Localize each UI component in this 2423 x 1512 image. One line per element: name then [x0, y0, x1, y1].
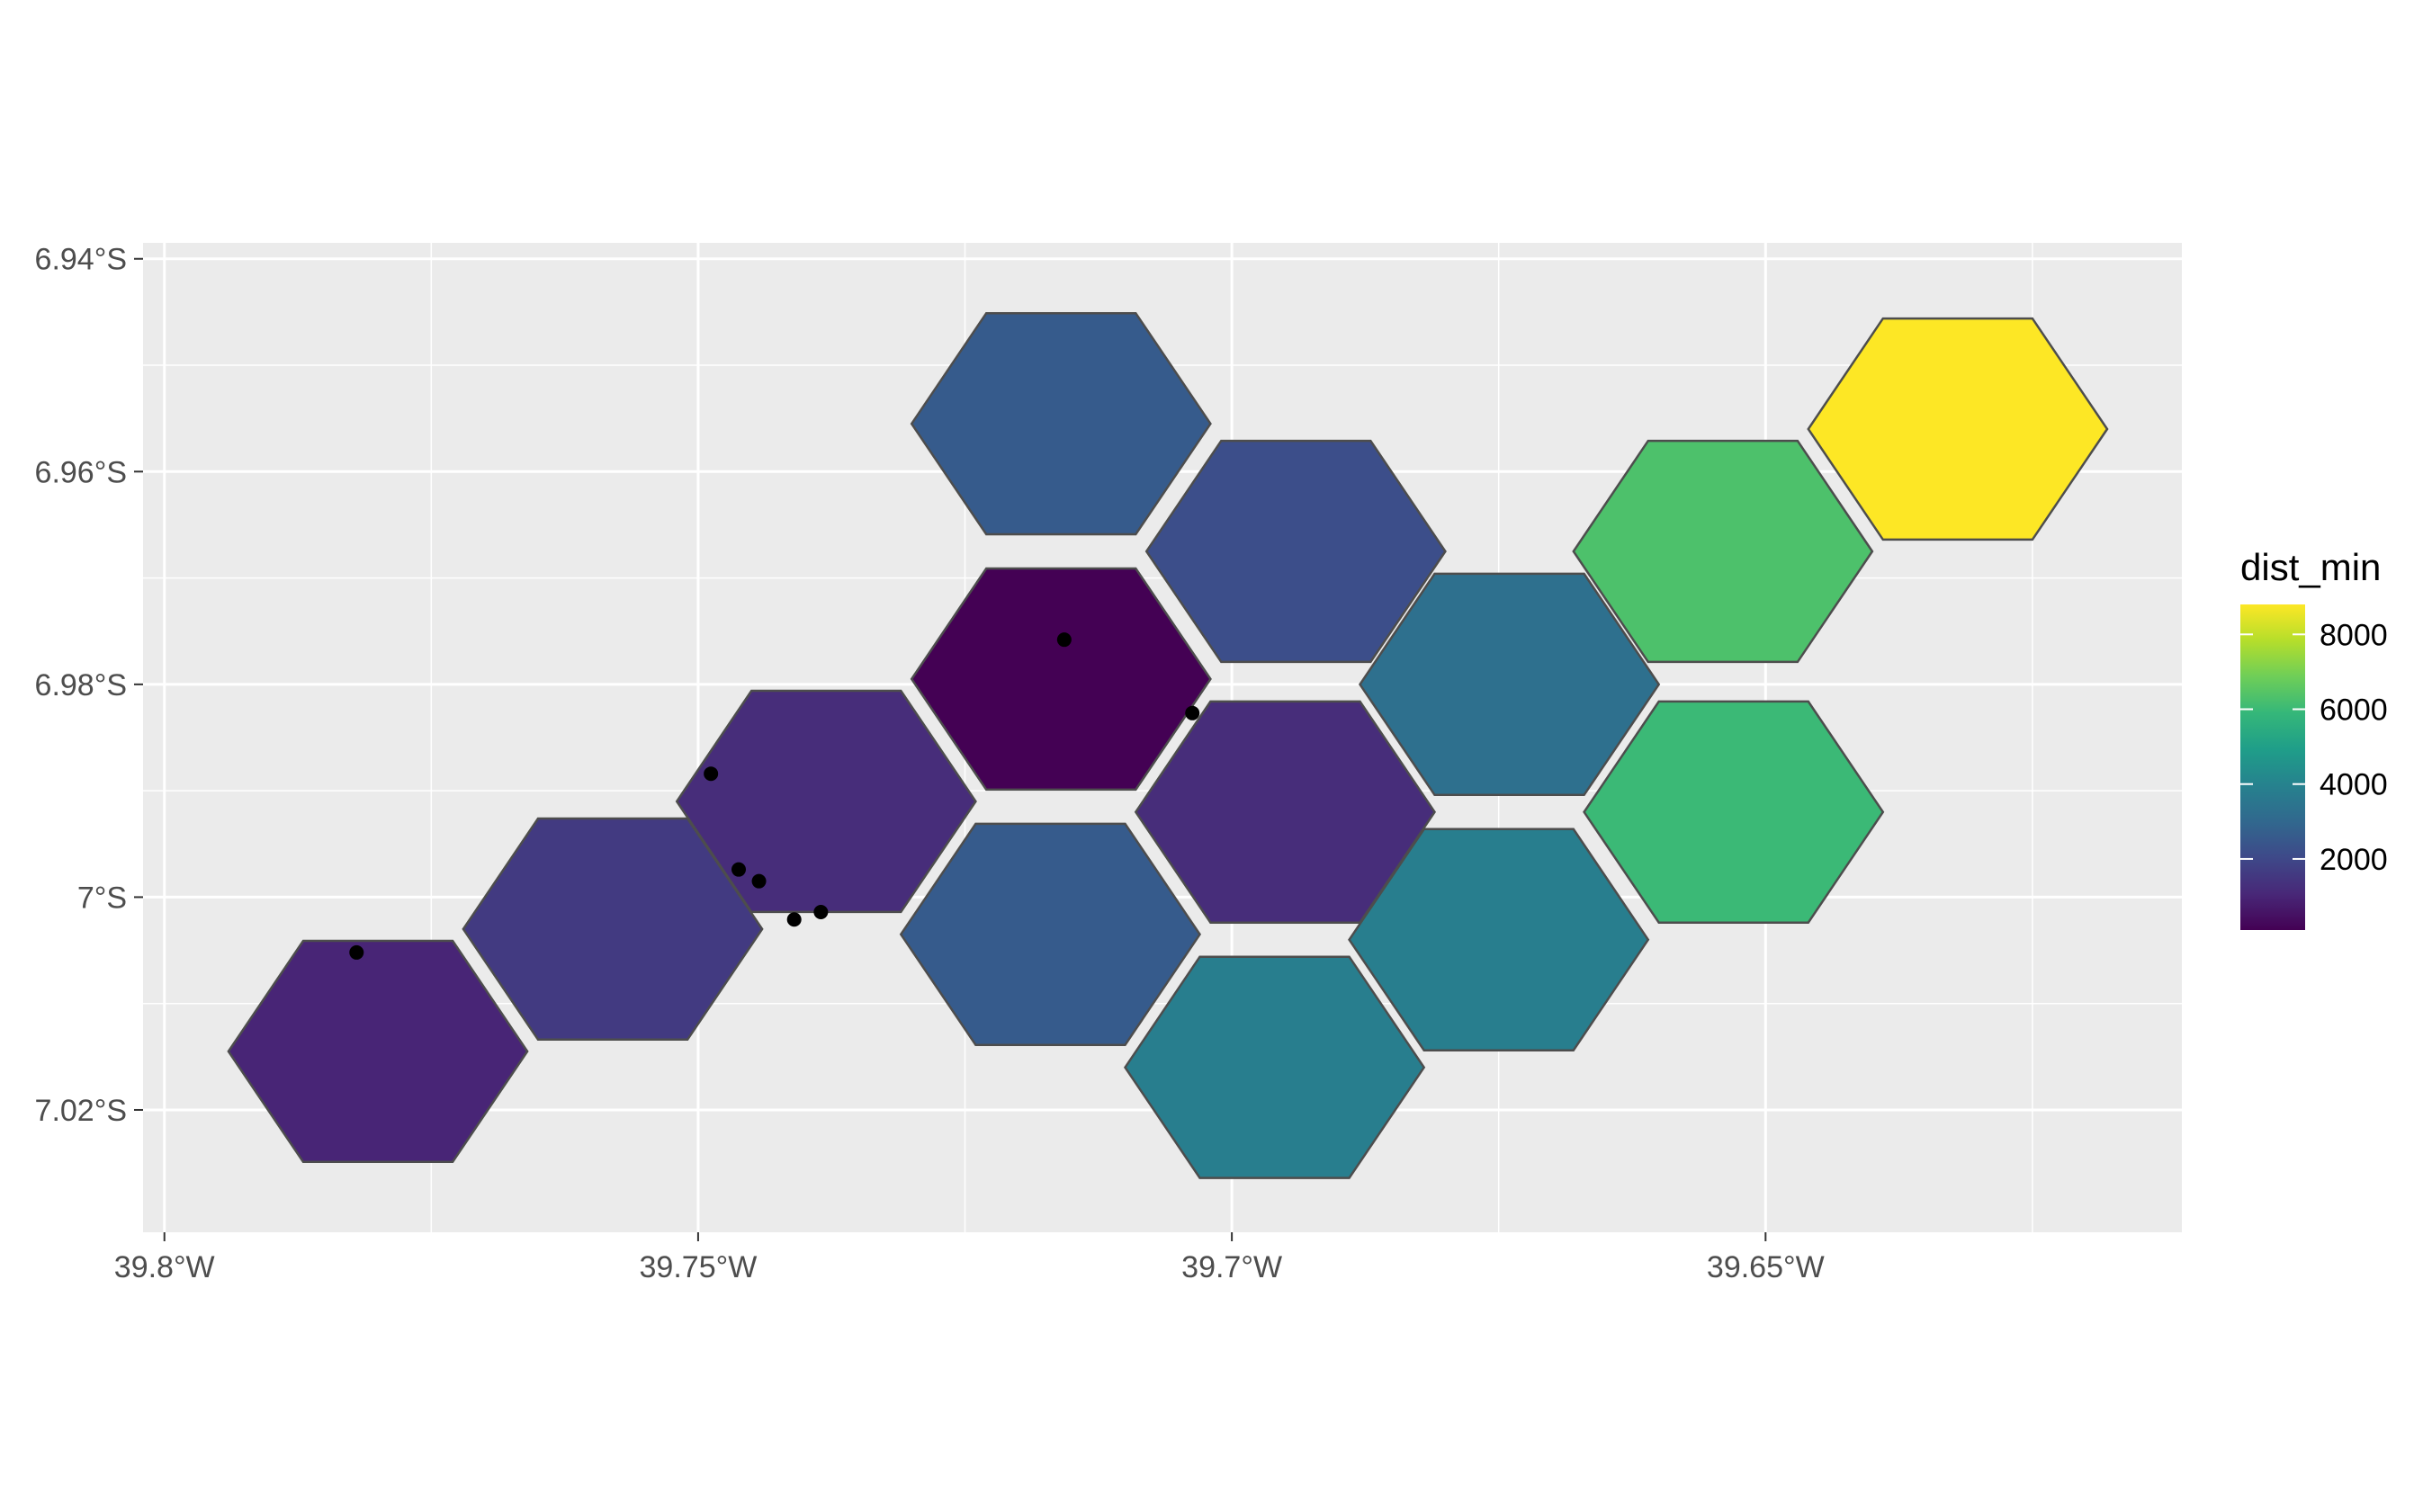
legend-break-label: 4000	[2320, 768, 2388, 802]
hexagon-cell	[1572, 439, 1874, 664]
x-tick-label: 39.8°W	[114, 1250, 215, 1284]
y-tick-label: 6.94°S	[35, 243, 127, 277]
y-tick-label: 7.02°S	[35, 1094, 127, 1128]
legend-colorbar	[2240, 604, 2305, 930]
hexagon-cell	[675, 689, 977, 914]
location-point	[1056, 632, 1072, 648]
point-layer	[349, 632, 1200, 960]
legend-title: dist_min	[2240, 546, 2381, 588]
location-point	[786, 912, 802, 927]
hexagon-cell	[227, 939, 529, 1164]
hexagon-cell	[1583, 700, 1885, 924]
hexagon-cell	[1358, 572, 1661, 797]
hexagon-cell	[910, 311, 1212, 536]
y-tick-label: 6.98°S	[35, 668, 127, 702]
legend-breaks: 2000 4000 6000 8000	[2240, 618, 2388, 877]
hexagon-layer	[227, 311, 2109, 1179]
legend-break-label: 8000	[2320, 618, 2388, 652]
legend: dist_min 2000 4000 6000 8000	[2240, 546, 2388, 930]
location-point	[813, 904, 829, 919]
y-tick-label: 7°S	[77, 881, 127, 915]
hexagon-cell	[910, 567, 1212, 792]
location-point	[751, 873, 767, 889]
hexagon-cell	[1348, 828, 1650, 1051]
legend-break-label: 6000	[2320, 693, 2388, 728]
location-point	[731, 862, 747, 877]
hexagon-cell	[899, 822, 1202, 1046]
location-point	[1185, 705, 1200, 720]
hexagon-cell	[1123, 955, 1426, 1179]
hexagon-cell	[1807, 317, 2109, 541]
axes: 39.8°W 39.75°W 39.7°W 39.65°W 6.94°S 6.96°S 6.…	[35, 243, 1825, 1284]
x-tick-label: 39.65°W	[1707, 1250, 1825, 1284]
y-tick-label: 6.96°S	[35, 455, 127, 489]
x-tick-label: 39.75°W	[640, 1250, 758, 1284]
location-point	[704, 766, 719, 782]
hexagon-cell	[1144, 439, 1447, 664]
x-tick-label: 39.7°W	[1181, 1250, 1282, 1284]
legend-break-label: 2000	[2320, 843, 2388, 877]
location-point	[349, 944, 364, 960]
